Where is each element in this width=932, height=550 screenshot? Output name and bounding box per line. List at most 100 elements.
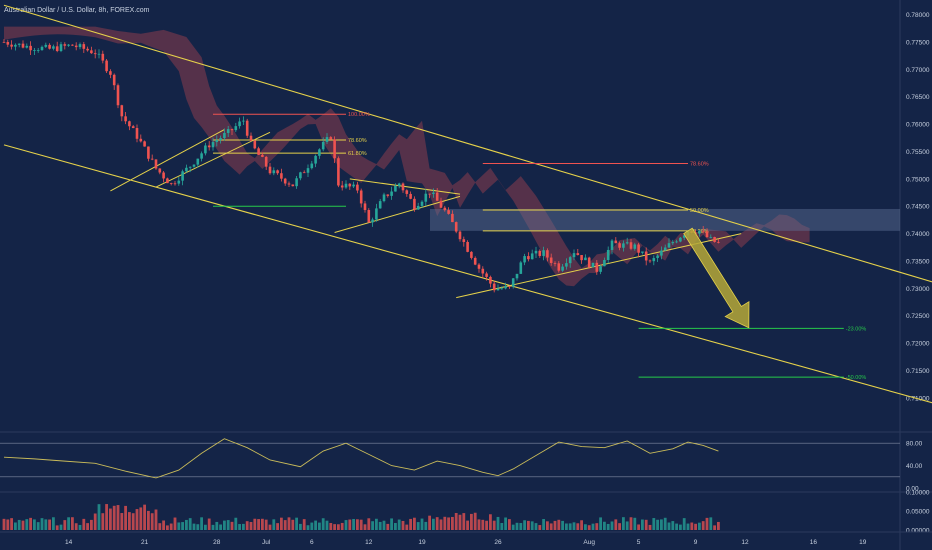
candle-body <box>40 46 44 51</box>
candle-body <box>29 45 32 51</box>
volume-bar <box>63 520 67 530</box>
candle-body <box>302 172 306 174</box>
candle-body <box>401 183 405 191</box>
volume-bar <box>154 509 158 530</box>
volume-bar <box>542 519 545 530</box>
volume-bar <box>112 505 116 530</box>
volume-bar <box>473 512 477 530</box>
candle-body <box>656 255 659 259</box>
candle-body <box>557 263 561 271</box>
candle-body <box>14 44 17 47</box>
price-tick-label: 0.73500 <box>906 258 930 265</box>
volume-bar <box>644 519 648 530</box>
volume-bar <box>367 518 371 530</box>
candle-body <box>397 183 401 186</box>
volume-bar <box>492 520 496 530</box>
candle-body <box>538 250 542 256</box>
candle-body <box>188 166 192 168</box>
volume-bar <box>557 519 561 530</box>
volume-bar <box>78 524 82 530</box>
candle-body <box>329 137 333 140</box>
volume-bar <box>470 513 473 530</box>
volume-bar <box>105 504 108 530</box>
volume-bar <box>527 520 530 530</box>
volume-bar <box>321 518 325 530</box>
candle-body <box>591 262 595 268</box>
candle-body <box>584 257 587 261</box>
volume-bar <box>234 517 238 530</box>
volume-bar <box>109 508 112 530</box>
volume-bar <box>553 520 557 530</box>
volume-bar <box>713 525 716 530</box>
candle-body <box>667 243 671 248</box>
volume-bar <box>717 521 720 530</box>
volume-bar <box>200 517 203 530</box>
candle-body <box>568 257 572 264</box>
candle-body <box>477 264 481 269</box>
candle-body <box>496 288 500 291</box>
volume-bar <box>55 525 59 530</box>
volume-bar <box>420 518 424 530</box>
price-tick-label: 0.76500 <box>906 94 930 101</box>
volume-bar <box>591 523 595 530</box>
candle-body <box>489 276 492 284</box>
volume-bar <box>394 522 397 530</box>
volume-bar <box>177 522 181 530</box>
volume-bar <box>705 517 709 530</box>
candle-body <box>177 180 181 184</box>
volume-bar <box>135 509 139 530</box>
candle-body <box>519 262 523 274</box>
candle-body <box>181 171 184 181</box>
candle-body <box>363 203 367 211</box>
candle-body <box>226 129 230 133</box>
volume-bar <box>610 521 614 530</box>
price-tick-label: 0.77000 <box>906 67 930 74</box>
volume-bar <box>223 520 226 530</box>
candle-body <box>333 139 336 159</box>
volume-bar <box>405 524 409 530</box>
candle-body <box>78 44 82 48</box>
candle-body <box>234 126 238 131</box>
candle-body <box>454 222 458 232</box>
fib-level-label: 78.60% <box>348 138 367 144</box>
volume-bar <box>618 523 621 530</box>
volume-bar <box>36 522 40 530</box>
volume-bar <box>500 522 504 530</box>
candle-body <box>169 183 173 184</box>
candle-body <box>86 48 89 51</box>
price-tick-label: 0.74500 <box>906 204 930 211</box>
candle-body <box>572 253 576 258</box>
candle-body <box>549 257 553 263</box>
volume-bar <box>580 520 583 530</box>
volume-bar <box>325 520 329 530</box>
fib-level-label: -50.00% <box>846 375 867 381</box>
candle-body <box>97 53 101 55</box>
candle-body <box>82 44 86 49</box>
candle-body <box>67 44 70 46</box>
candle-body <box>595 262 599 272</box>
volume-bar <box>663 517 667 530</box>
candle-body <box>48 44 51 49</box>
candle-body <box>637 244 640 253</box>
price-tick-label: 0.76000 <box>906 122 930 129</box>
candle-body <box>698 230 701 234</box>
candle-body <box>131 126 135 129</box>
candle-body <box>352 184 355 187</box>
candle-body <box>356 184 359 191</box>
volume-bar <box>401 520 405 530</box>
candle-body <box>268 166 272 174</box>
candle-body <box>424 193 428 202</box>
volume-bar <box>82 518 86 530</box>
candle-body <box>207 145 211 148</box>
volume-bar <box>622 517 625 530</box>
volume-bar <box>371 521 374 530</box>
volume-bar <box>299 523 302 530</box>
volume-bar <box>378 521 382 530</box>
candle-body <box>344 183 348 188</box>
candle-body <box>143 141 146 147</box>
volume-bar <box>340 522 344 530</box>
candle-body <box>55 46 59 52</box>
volume-bar <box>257 519 260 530</box>
